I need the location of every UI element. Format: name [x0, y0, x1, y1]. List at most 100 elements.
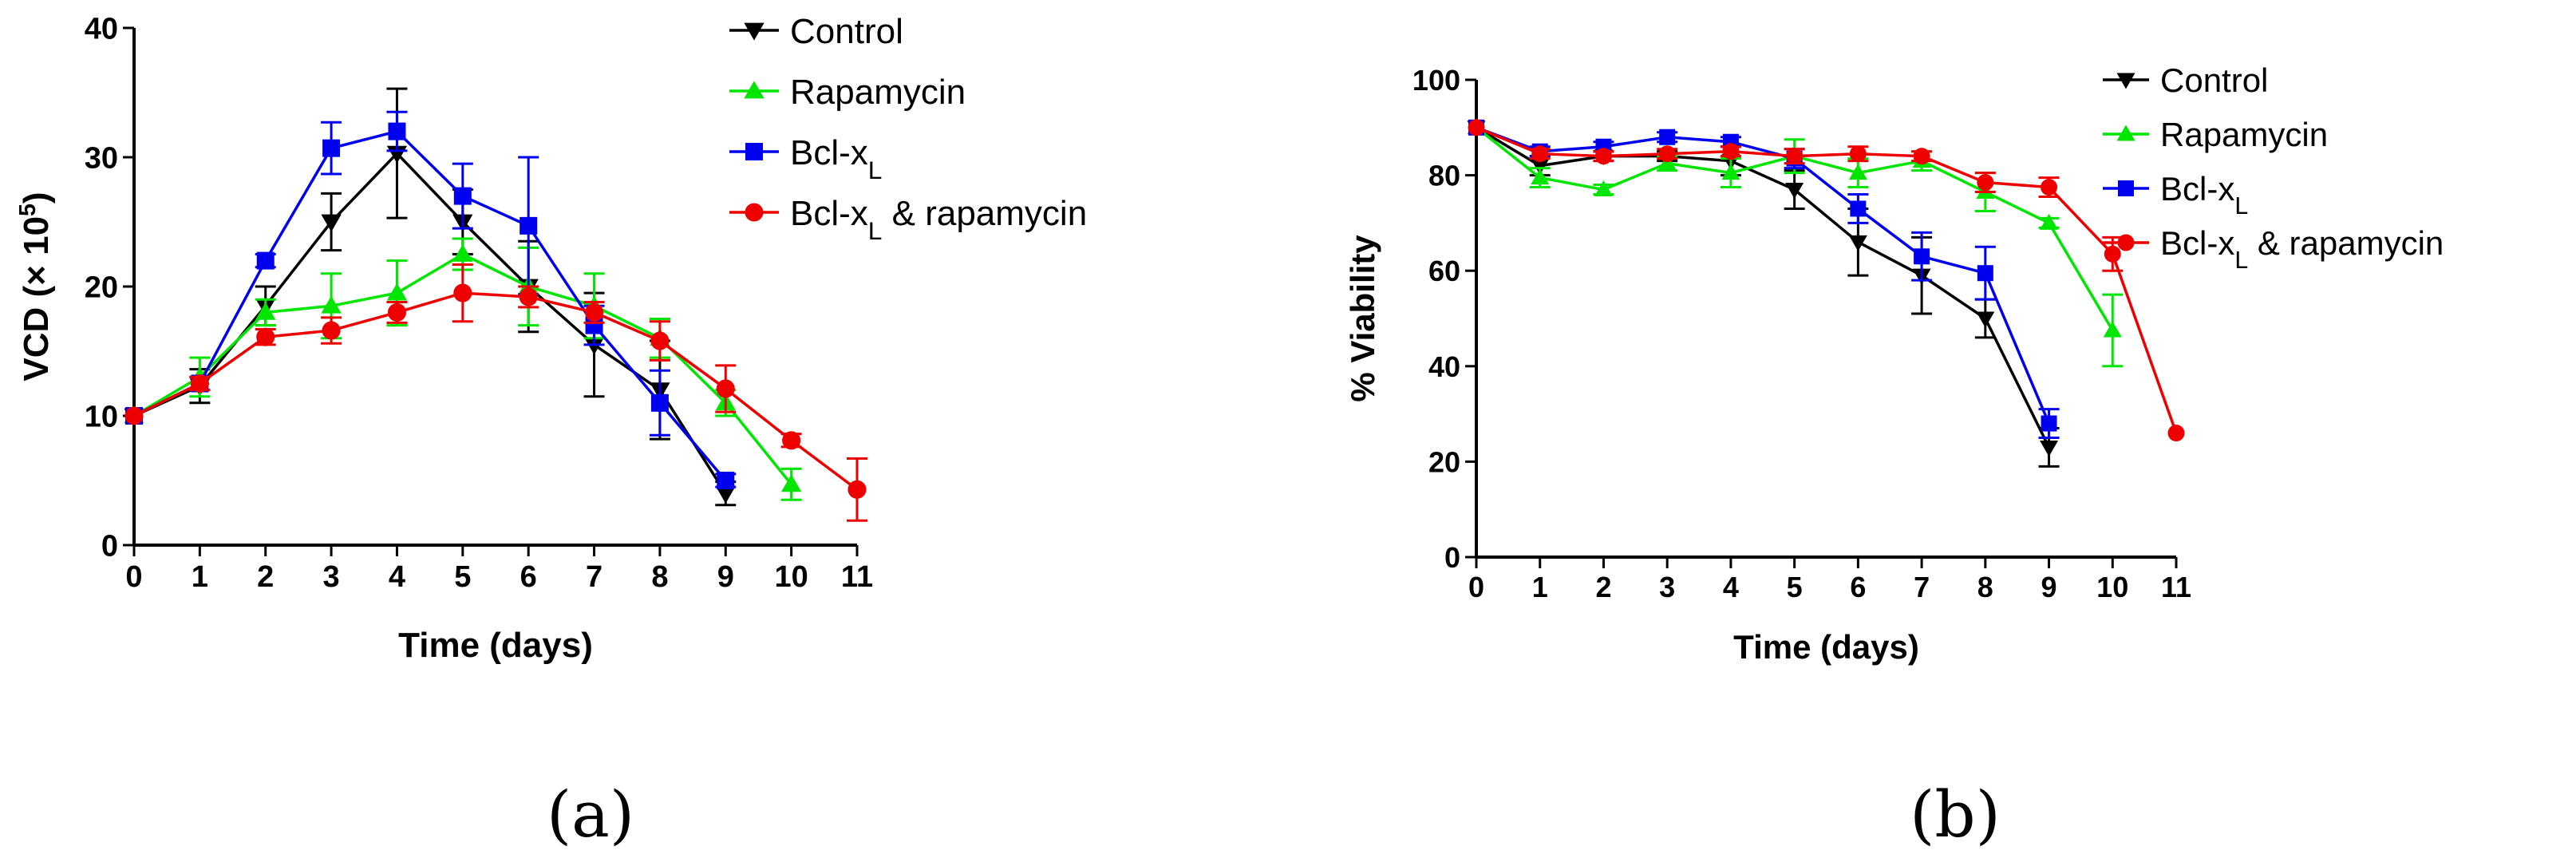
data-point [585, 316, 603, 334]
data-point [453, 283, 472, 302]
legend-swatch-marker [2117, 234, 2135, 251]
data-point [452, 243, 473, 262]
data-point [2041, 415, 2057, 432]
data-point [321, 214, 342, 232]
y-tick-label: 40 [85, 13, 118, 46]
legend-swatch-marker [745, 203, 764, 222]
y-tick-label: 100 [1412, 64, 1460, 97]
data-point [387, 302, 407, 322]
data-point [1848, 235, 1867, 251]
data-point [2167, 425, 2185, 442]
x-tick-label: 5 [454, 560, 471, 594]
data-point [717, 472, 735, 489]
x-tick-label: 1 [192, 560, 208, 594]
data-point [1722, 143, 1740, 160]
data-point [2041, 179, 2058, 196]
data-point [2040, 213, 2059, 230]
data-point [1721, 164, 1740, 180]
data-point [388, 122, 406, 140]
x-tick-label: 2 [257, 560, 274, 594]
data-point [519, 287, 538, 306]
legend-item: Bcl-xL [2103, 170, 2248, 219]
series-1 [1467, 121, 2060, 468]
legend-label: Bcl-xL [2160, 170, 2248, 219]
data-point [386, 283, 408, 301]
y-tick-label: 10 [85, 401, 118, 434]
series-line [133, 291, 859, 491]
x-tick-label: 10 [2096, 571, 2128, 603]
chart-panel-2: 0 1 2 3 4 5 6 7 8 9 10 11 0 20 40 60 80 100 Time (days) % V… [1344, 61, 2444, 852]
legend-item: Rapamycin [729, 73, 966, 112]
x-tick-label: 5 [1787, 571, 1803, 603]
series-4 [1468, 119, 2185, 442]
data-point [583, 337, 605, 355]
data-point [650, 331, 670, 350]
y-tick-label: 40 [1428, 350, 1460, 383]
series-3 [1468, 119, 2060, 439]
legend-label: Control [2160, 61, 2268, 99]
x-tick-label: 7 [1914, 571, 1930, 603]
data-point [782, 431, 801, 450]
legend-swatch-marker [2118, 180, 2134, 196]
x-tick-label: 11 [841, 560, 873, 594]
data-point [2104, 245, 2121, 263]
legend-swatch-marker [744, 81, 765, 99]
x-tick-label: 7 [586, 560, 603, 594]
x-axis-label: Time (days) [398, 626, 593, 665]
x-tick-label: 0 [1468, 571, 1484, 603]
legend-item: Bcl-xL & rapamycin [729, 194, 1087, 245]
data-point [255, 302, 276, 320]
series-line [133, 151, 727, 495]
y-axis-label: VCD (× 105) [15, 192, 56, 381]
x-tick-label: 1 [1532, 571, 1548, 603]
x-tick-label: 3 [323, 560, 340, 594]
data-point [1531, 145, 1549, 163]
data-point [2103, 321, 2122, 338]
y-tick-label: 0 [1444, 541, 1460, 574]
series-4 [124, 263, 867, 522]
data-point [1914, 248, 1930, 265]
data-point [1850, 200, 1867, 217]
data-point [124, 406, 144, 425]
x-tick-label: 4 [1723, 571, 1739, 603]
x-axis-label: Time (days) [1733, 628, 1919, 666]
data-point [1977, 174, 1994, 192]
y-tick-label: 80 [1428, 160, 1460, 192]
data-point [1594, 148, 1612, 165]
data-point [321, 295, 342, 314]
data-point [322, 321, 341, 340]
data-point [716, 379, 735, 398]
data-point [322, 139, 341, 157]
data-point [715, 485, 736, 504]
data-point [584, 302, 604, 322]
legend-label: Bcl-xL [790, 133, 882, 184]
data-point [780, 474, 802, 492]
data-point [2040, 440, 2059, 457]
legend-swatch-marker [745, 143, 763, 160]
y-axis-label: % Viability [1344, 235, 1381, 402]
y-tick-label: 30 [85, 142, 118, 176]
y-tick-label: 20 [85, 271, 118, 305]
data-point [1659, 129, 1676, 145]
data-point [1468, 119, 1485, 136]
data-point [1785, 183, 1804, 200]
x-tick-label: 8 [651, 560, 668, 594]
data-point [847, 480, 867, 499]
x-tick-label: 4 [389, 560, 405, 594]
legend-label: Rapamycin [2160, 116, 2328, 153]
data-point [1531, 168, 1550, 185]
legend: Control Rapamycin Bcl-xL Bcl-xL & rapamycin [729, 12, 1087, 245]
legend-swatch-marker [2116, 73, 2135, 89]
chart-panel-1: 0 1 2 3 4 5 6 7 8 9 10 11 0 10 20 30 40 Time (days) VCD (×… [15, 12, 1087, 852]
x-tick-label: 6 [520, 560, 537, 594]
x-tick-label: 0 [125, 560, 142, 594]
data-point [1848, 164, 1867, 180]
x-tick-label: 9 [2041, 571, 2057, 603]
x-tick-label: 10 [774, 560, 808, 594]
legend-label: Bcl-xL & rapamycin [790, 194, 1087, 245]
panel-label: (b) [1910, 777, 2001, 852]
legend-swatch-marker [744, 22, 765, 41]
x-tick-label: 2 [1595, 571, 1611, 603]
data-point [1913, 148, 1930, 165]
data-point [1849, 145, 1867, 163]
